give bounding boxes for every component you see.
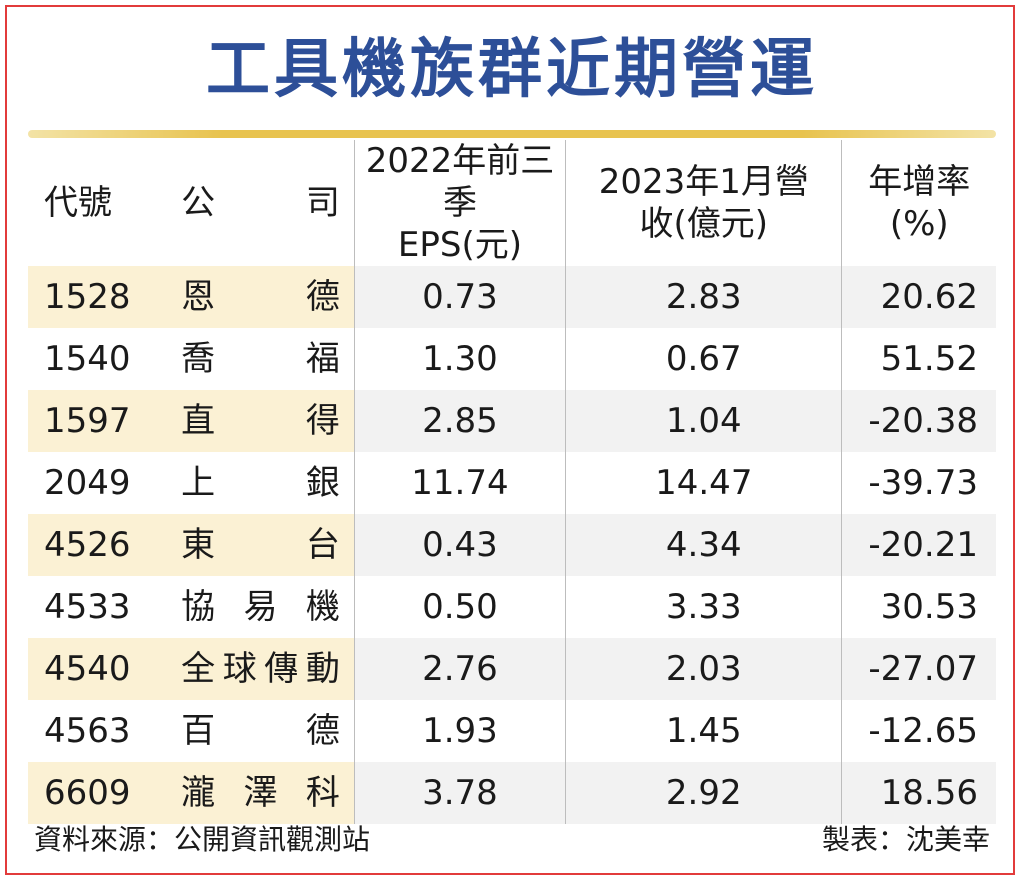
- company-char: 喬: [181, 339, 216, 379]
- table-row: 4540 全球傳動 2.76 2.03 -27.07: [28, 638, 996, 700]
- cell-code: 6609: [28, 762, 176, 824]
- header-revenue-line2: 收(億元): [639, 204, 769, 244]
- header-eps: 2022年前三季 EPS(元): [353, 140, 566, 266]
- header-revenue-line1: 2023年1月營: [598, 162, 809, 202]
- cell-company: 上銀: [175, 452, 354, 514]
- table-row: 4563 百德 1.93 1.45 -12.65: [28, 700, 996, 762]
- cell-code: 4533: [44, 587, 131, 627]
- source-note: 資料來源：公開資訊觀測站: [34, 823, 371, 856]
- cell-revenue: 2.92: [565, 762, 842, 824]
- company-char: 傳: [264, 649, 299, 689]
- title-rule: [28, 130, 996, 138]
- table-row: 1540 喬福 1.30 0.67 51.52: [28, 328, 996, 390]
- company-char: 瀧: [181, 773, 216, 813]
- company-char: 德: [305, 711, 340, 751]
- cell-eps: 3.78: [353, 762, 566, 824]
- cell-eps: 2.85: [353, 390, 566, 452]
- company-char: 百: [181, 711, 216, 751]
- table-body: 1528 恩德 0.73 2.83 20.62 1540 喬福 1.30 0.67 51.52 15…: [28, 266, 996, 824]
- header-growth-line2: (%): [889, 204, 949, 244]
- company-char: 銀: [305, 463, 340, 503]
- cell-company: 恩德: [175, 266, 355, 328]
- cell-company: 瀧澤科: [175, 762, 355, 824]
- table-row: 4533 協易機 0.50 3.33 30.53: [28, 576, 996, 638]
- company-char: 台: [305, 525, 340, 565]
- header-company-char: 司: [305, 183, 340, 223]
- footer: 資料來源：公開資訊觀測站 製表：沈美幸: [34, 818, 990, 858]
- cell-code: 1597: [28, 390, 176, 452]
- company-char: 恩: [181, 277, 216, 317]
- cell-company: 直得: [175, 390, 355, 452]
- cell-code: 4526: [28, 514, 176, 576]
- cell-revenue: 3.33: [565, 576, 842, 638]
- cell-revenue: 2.83: [565, 266, 842, 328]
- company-char: 科: [305, 773, 340, 813]
- cell-code: 1528: [28, 266, 176, 328]
- cell-company: 全球傳動: [175, 638, 355, 700]
- header-company: 公 司: [175, 140, 354, 266]
- cell-revenue: 4.34: [565, 514, 842, 576]
- company-char: 東: [181, 525, 216, 565]
- company-char: 動: [305, 649, 340, 689]
- header-row: 代號 公 司 2022年前三季 EPS(元) 2023年1月營 收(億元) 年增…: [28, 140, 996, 266]
- cell-eps: 1.30: [353, 328, 566, 390]
- cell-revenue: 1.45: [565, 700, 842, 762]
- table-row: 6609 瀧澤科 3.78 2.92 18.56: [28, 762, 996, 824]
- company-char: 易: [243, 587, 278, 627]
- cell-growth: 30.53: [841, 576, 996, 638]
- company-char: 福: [305, 339, 340, 379]
- cell-company: 協易機: [175, 576, 354, 638]
- cell-code: 4540: [28, 638, 176, 700]
- cell-company: 百德: [175, 700, 354, 762]
- header-code: 代號: [44, 183, 112, 223]
- company-char: 得: [305, 401, 340, 441]
- cell-revenue: 0.67: [565, 328, 842, 390]
- table-row: 2049 上銀 11.74 14.47 -39.73: [28, 452, 996, 514]
- red-frame: [5, 5, 1015, 875]
- table-row: 1528 恩德 0.73 2.83 20.62: [28, 266, 996, 328]
- author-note: 製表：沈美幸: [821, 823, 990, 856]
- cell-eps: 11.74: [353, 452, 566, 514]
- cell-code: 4563: [44, 711, 131, 751]
- cell-revenue: 14.47: [565, 452, 842, 514]
- cell-growth: -39.73: [841, 452, 996, 514]
- company-char: 德: [305, 277, 340, 317]
- company-char: 直: [181, 401, 216, 441]
- header-revenue: 2023年1月營 收(億元): [565, 140, 842, 266]
- cell-growth: -12.65: [841, 700, 996, 762]
- cell-code: 1540: [44, 339, 131, 379]
- company-char: 上: [181, 463, 216, 503]
- cell-growth: 20.62: [841, 266, 996, 328]
- table-row: 1597 直得 2.85 1.04 -20.38: [28, 390, 996, 452]
- cell-growth: -27.07: [841, 638, 996, 700]
- cell-eps: 2.76: [353, 638, 566, 700]
- company-char: 機: [305, 587, 340, 627]
- cell-growth: 51.52: [841, 328, 996, 390]
- company-char: 全: [181, 649, 216, 689]
- company-char: 球: [222, 649, 257, 689]
- header-eps-line2: EPS(元): [397, 225, 522, 265]
- cell-eps: 0.43: [353, 514, 566, 576]
- cell-growth: -20.38: [841, 390, 996, 452]
- cell-eps: 1.93: [353, 700, 566, 762]
- company-char: 協: [181, 587, 216, 627]
- header-eps-line1: 2022年前三季: [365, 141, 555, 223]
- cell-revenue: 2.03: [565, 638, 842, 700]
- header-growth: 年增率 (%): [841, 140, 996, 266]
- cell-company: 東台: [175, 514, 355, 576]
- company-char: 澤: [243, 773, 278, 813]
- page-title: 工具機族群近期營運: [206, 33, 818, 107]
- cell-growth: -20.21: [841, 514, 996, 576]
- header-company-char: 公: [181, 183, 216, 223]
- cell-company: 喬福: [175, 328, 354, 390]
- cell-eps: 0.50: [353, 576, 566, 638]
- data-table: 代號 公 司 2022年前三季 EPS(元) 2023年1月營 收(億元) 年增…: [28, 140, 996, 824]
- cell-growth: 18.56: [841, 762, 996, 824]
- cell-revenue: 1.04: [565, 390, 842, 452]
- table-row: 4526 東台 0.43 4.34 -20.21: [28, 514, 996, 576]
- cell-eps: 0.73: [353, 266, 566, 328]
- header-growth-line1: 年增率: [868, 162, 971, 202]
- cell-code: 2049: [44, 463, 131, 503]
